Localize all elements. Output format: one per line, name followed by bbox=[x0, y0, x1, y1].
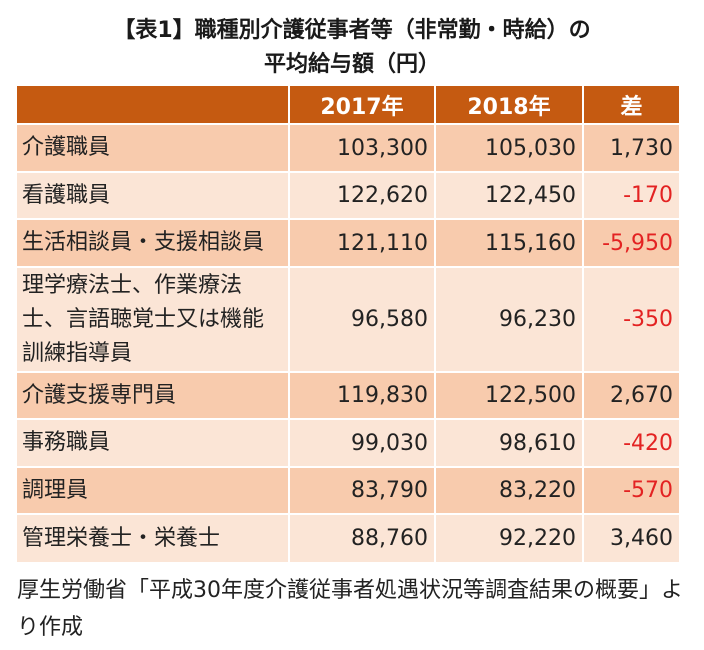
table-row: 介護支援専門員 119,830 122,500 2,670 bbox=[17, 371, 679, 419]
value-2017-cell: 103,300 bbox=[289, 123, 436, 172]
header-cell-difference: 差 bbox=[583, 86, 679, 124]
value-2017-cell: 122,620 bbox=[289, 171, 436, 219]
table-row: 事務職員 99,030 98,610 -420 bbox=[17, 418, 679, 467]
table-title-line1: 【表1】職種別介護従事者等（非常勤・時給）の bbox=[113, 18, 591, 43]
difference-cell: 3,460 bbox=[583, 513, 679, 562]
value-2018-cell: 92,220 bbox=[435, 513, 584, 562]
table-row: 理学療法士、作業療法士、言語聴覚士又は機能訓練指導員 96,580 96,230 -3… bbox=[17, 266, 679, 372]
difference-cell: 2,670 bbox=[583, 371, 679, 419]
difference-cell: -350 bbox=[583, 266, 679, 372]
table-title: 【表1】職種別介護従事者等（非常勤・時給）の 平均給与額（円） bbox=[0, 14, 704, 82]
value-2018-cell: 98,610 bbox=[435, 418, 584, 467]
value-2017-cell: 96,580 bbox=[289, 266, 436, 372]
value-2018-cell: 105,030 bbox=[435, 123, 584, 172]
table-row: 調理員 83,790 83,220 -570 bbox=[17, 466, 679, 514]
source-note: 厚生労働省「平成30年度介護従事者処遇状況等調査結果の概要」より作成 bbox=[17, 578, 683, 640]
row-label: 調理員 bbox=[17, 466, 290, 514]
difference-cell: -5,950 bbox=[583, 218, 679, 267]
value-2017-cell: 119,830 bbox=[289, 371, 436, 419]
value-2017-cell: 121,110 bbox=[289, 218, 436, 267]
row-label: 介護支援専門員 bbox=[17, 371, 290, 419]
header-cell-2018: 2018年 bbox=[435, 86, 584, 124]
value-2018-cell: 122,500 bbox=[435, 371, 584, 419]
value-2018-cell: 96,230 bbox=[435, 266, 584, 372]
value-2018-cell: 83,220 bbox=[435, 466, 584, 514]
salary-table: 2017年 2018年 差 介護職員 103,300 105,030 1,730 看護職… bbox=[17, 86, 679, 562]
value-2017-cell: 99,030 bbox=[289, 418, 436, 467]
value-2018-cell: 122,450 bbox=[435, 171, 584, 219]
header-cell-2017: 2017年 bbox=[289, 86, 436, 124]
row-label: 看護職員 bbox=[17, 171, 290, 219]
row-label: 事務職員 bbox=[17, 418, 290, 467]
value-2017-cell: 88,760 bbox=[289, 513, 436, 562]
difference-cell: -570 bbox=[583, 466, 679, 514]
table-row: 看護職員 122,620 122,450 -170 bbox=[17, 171, 679, 219]
value-2017-cell: 83,790 bbox=[289, 466, 436, 514]
difference-cell: 1,730 bbox=[583, 123, 679, 172]
table-header-row: 2017年 2018年 差 bbox=[17, 86, 679, 124]
header-cell-occupation bbox=[17, 86, 290, 124]
table-body: 介護職員 103,300 105,030 1,730 看護職員 122,620 122,45… bbox=[17, 123, 679, 562]
difference-cell: -420 bbox=[583, 418, 679, 467]
table-row: 介護職員 103,300 105,030 1,730 bbox=[17, 123, 679, 172]
table-title-line2: 平均給与額（円） bbox=[263, 52, 440, 77]
value-2018-cell: 115,160 bbox=[435, 218, 584, 267]
difference-cell: -170 bbox=[583, 171, 679, 219]
row-label: 介護職員 bbox=[17, 123, 290, 172]
row-label: 生活相談員・支援相談員 bbox=[17, 218, 290, 267]
row-label: 管理栄養士・栄養士 bbox=[17, 513, 290, 562]
row-label: 理学療法士、作業療法士、言語聴覚士又は機能訓練指導員 bbox=[17, 266, 290, 372]
table-row: 生活相談員・支援相談員 121,110 115,160 -5,950 bbox=[17, 218, 679, 267]
table-row: 管理栄養士・栄養士 88,760 92,220 3,460 bbox=[17, 513, 679, 562]
